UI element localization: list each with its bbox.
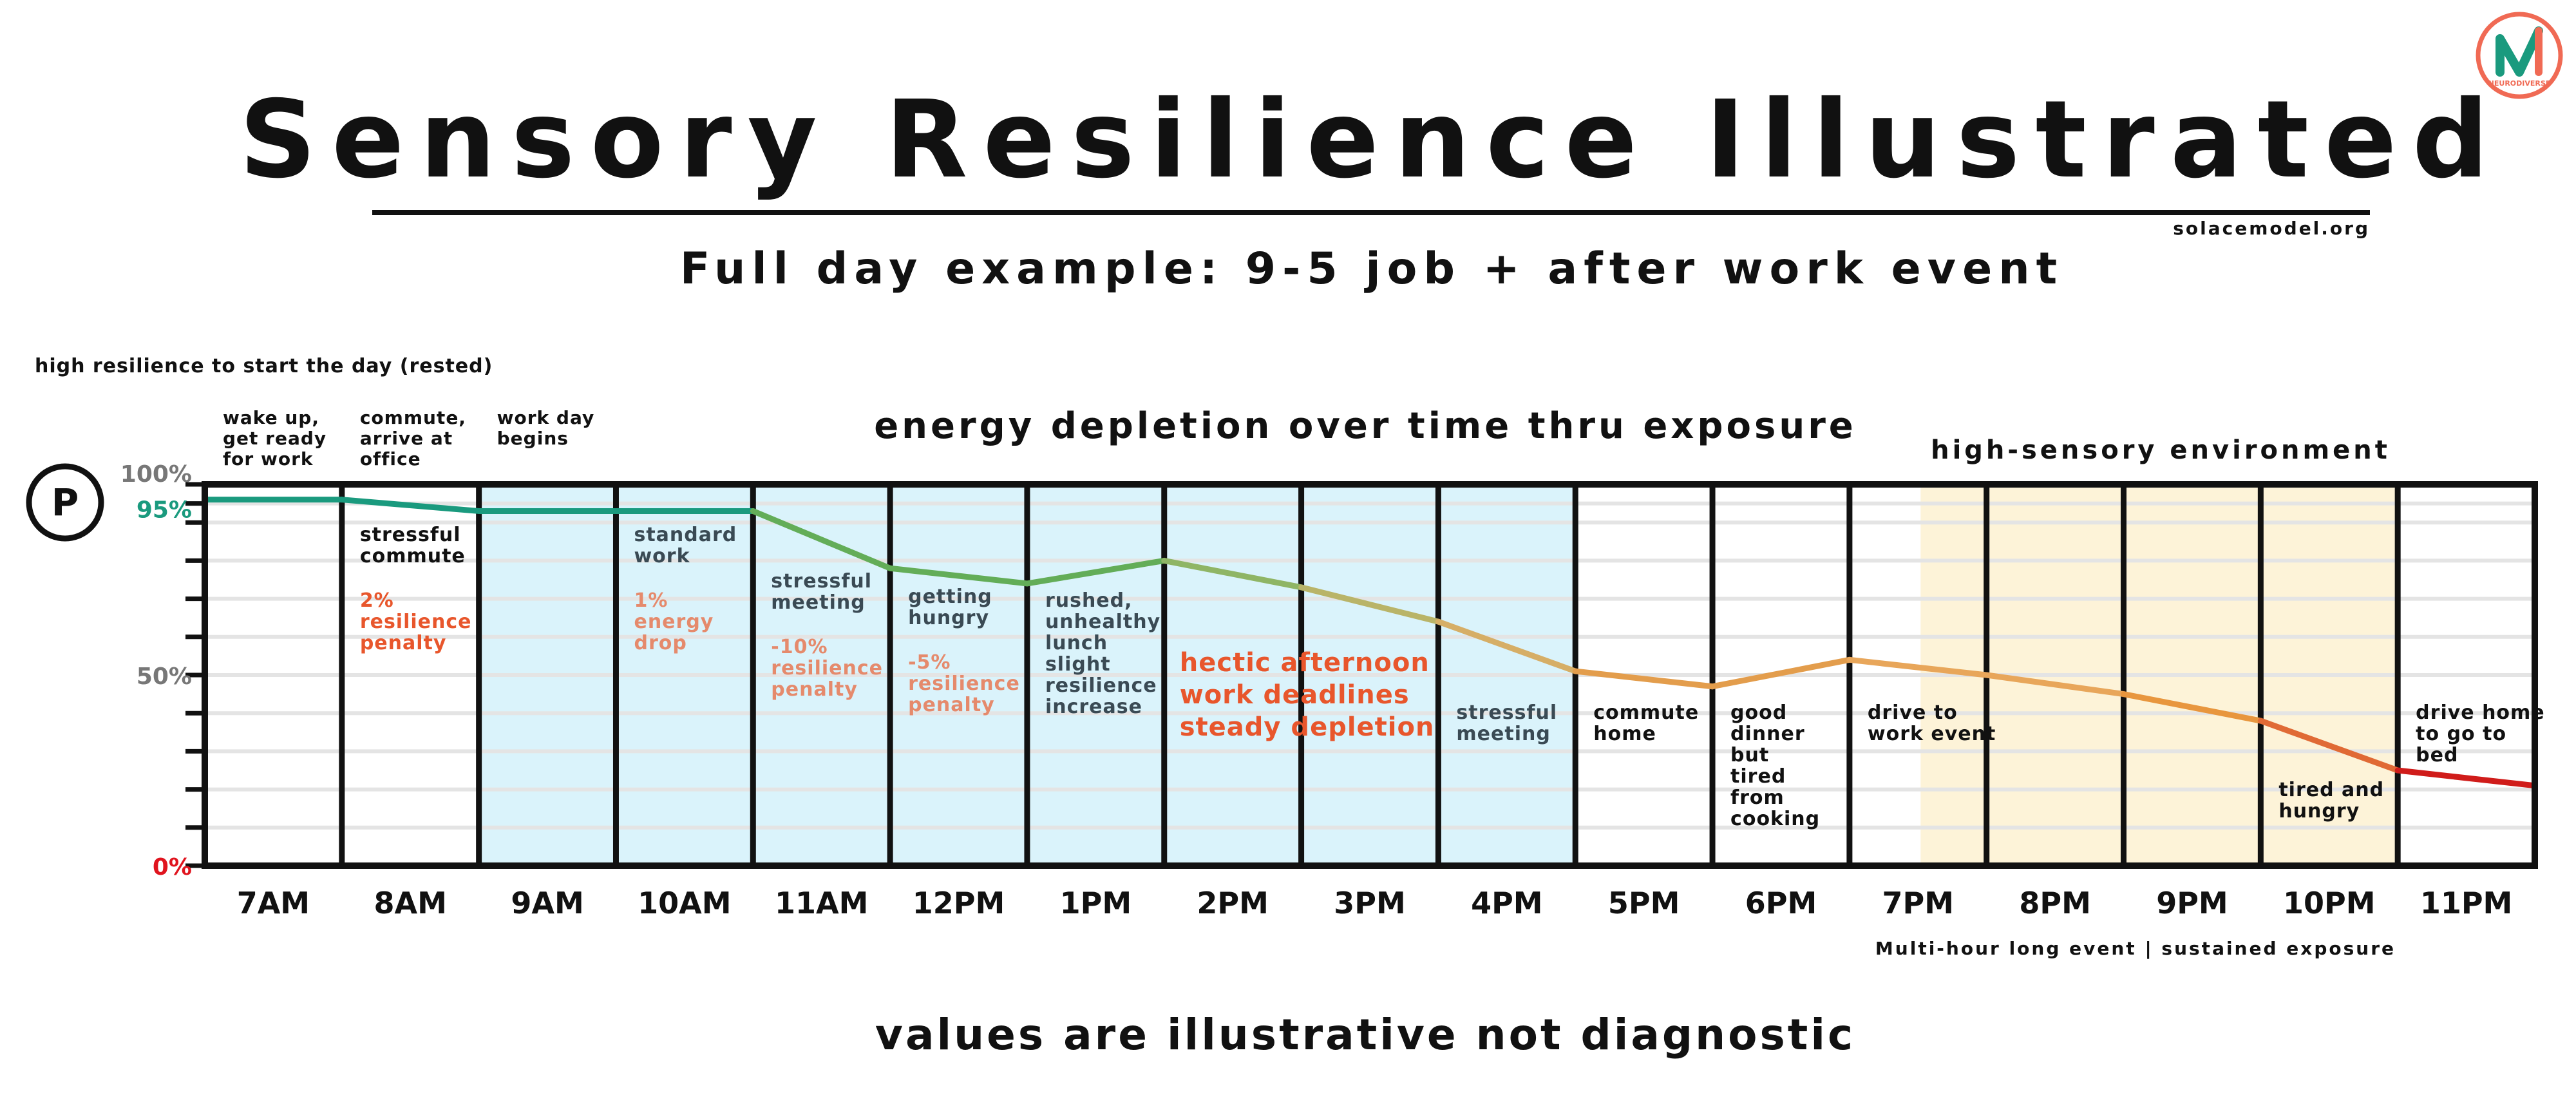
p-badge-circle [26,463,104,542]
series-point-8 [1161,558,1167,564]
brand-logo-label: NEURODIVERSE [2488,79,2551,88]
series-segment-13 [1846,656,1990,678]
event-label: high-sensory environment [1931,435,2391,465]
column-top-label-8: commute, arrive at office [360,407,466,470]
series-segment-6 [887,565,1030,587]
column-note-16: stressful meeting [1456,701,1557,745]
y-tick-label-0: 0% [153,854,192,881]
series-segment-12 [1709,656,1853,690]
series-point-16 [2258,718,2264,724]
series-point-9 [1298,584,1304,590]
x-tick-label-11AM: 11AM [775,886,868,920]
x-tick-label-1PM: 1PM [1060,886,1132,920]
x-tick-label-2PM: 2PM [1197,886,1269,920]
y-tick-label-50: 50% [137,663,192,690]
column-note-18: good dinner but tired from cooking [1730,701,1820,830]
title-underline [372,210,2370,215]
x-tick-label-8PM: 8PM [2019,886,2091,920]
chart-title: energy depletion over time thru exposure [874,405,1857,447]
series-segment-10 [1435,618,1578,674]
page-subtitle: Full day example: 9-5 job + after work e… [679,243,2064,294]
series-point-10 [1435,619,1441,625]
x-tick-label-11PM: 11PM [2420,886,2513,920]
plot-frame [202,481,2538,869]
x-tick-label-9AM: 9AM [511,886,583,920]
series-point-7 [1024,580,1030,586]
series-point-13 [1846,657,1852,663]
series-segment-16 [2257,718,2401,774]
series-segment-15 [2121,691,2264,724]
x-tick-label-10AM: 10AM [638,886,731,920]
x-tick-label-6PM: 6PM [1745,886,1817,920]
series-segment-8 [1161,557,1305,591]
x-tick-label-4PM: 4PM [1471,886,1543,920]
y-tick-label-95: 95% [137,497,192,524]
x-tick-label-3PM: 3PM [1334,886,1406,920]
p-badge-label: P [52,481,79,524]
column-penalty-11: -10% resilience penalty [771,636,883,701]
column-penalty-12: -5% resilience penalty [908,651,1020,716]
column-note-22: tired and hungry [2278,779,2384,823]
page-title: Sensory Resilience Illustrated [239,78,2505,202]
series-point-3 [476,508,482,514]
x-tick-label-7PM: 7PM [1882,886,1955,920]
series-point-15 [2121,691,2126,697]
column-penalty-8: 2% resilience penalty [360,589,472,654]
x-tick-label-9PM: 9PM [2156,886,2228,920]
column-note-19: drive to work event [1868,701,1996,745]
x-tick-label-8AM: 8AM [374,886,447,920]
column-top-label-7: wake up, get ready for work [223,407,327,470]
start-note: high resilience to start the day (rested… [35,355,493,377]
series-point-14 [1984,672,1989,678]
column-note-12: getting hungry [908,586,992,629]
x-tick-label-5PM: 5PM [1608,886,1680,920]
column-note-11: stressful meeting [771,570,872,614]
y-tick-label-100: 100% [120,461,192,488]
column-note-8: stressful commute [360,524,466,567]
x-tick-label-12PM: 12PM [913,886,1005,920]
series-point-6 [887,566,893,571]
series-point-4 [613,508,619,514]
x-tick-label-10PM: 10PM [2283,886,2376,920]
column-note-13: rushed, unhealthy lunch slight resilience inc… [1045,589,1160,718]
series-point-2 [339,497,345,502]
column-penalty-10: 1% energy drop [634,589,714,654]
source-url: solacemodel.org [2173,218,2370,239]
column-note-10: standard work [634,524,737,567]
x-tick-label-7AM: 7AM [237,886,310,920]
event-note: Multi-hour long event | sustained exposu… [1875,938,2396,959]
footer-note: values are illustrative not diagnostic [875,1010,1856,1060]
series-segment-9 [1298,584,1441,625]
series-segment-5 [750,508,893,571]
series-point-12 [1710,683,1716,689]
series-point-5 [750,508,756,514]
brand-logo-mark [2496,26,2543,77]
column-note-17: commute home [1593,701,1699,745]
column-top-label-9: work day begins [497,407,595,449]
afternoon-annotation: hectic afternoon work deadlines steady dep… [1180,648,1435,742]
series-segment-7 [1024,557,1168,587]
series-segment-17 [2394,767,2538,789]
series-point-17 [2395,768,2401,773]
brand-logo-icon: NEURODIVERSE [2476,12,2563,99]
column-note-23: drive home to go to bed [2416,701,2544,766]
series-point-11 [1573,669,1578,674]
series-segment-2 [339,497,482,514]
series-segment-11 [1572,668,1716,690]
series-segment-14 [1984,672,2127,698]
